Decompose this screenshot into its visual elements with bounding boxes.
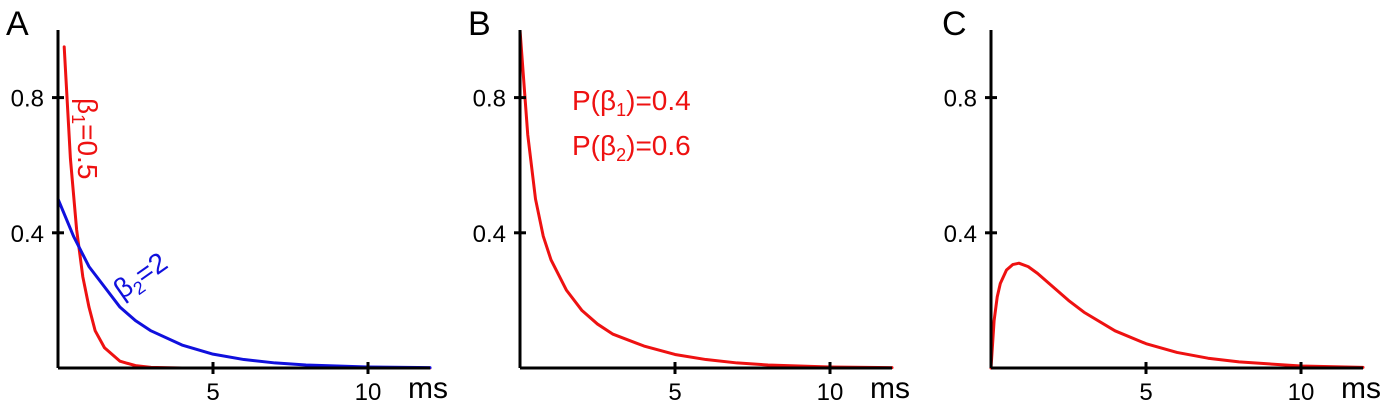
- panel-a: A β1=0.5 β2=2 0.4 0.8 5 10 ms: [6, 5, 448, 403]
- annotation-p-beta1-suffix: )=0.4: [626, 85, 691, 116]
- annotation-p-beta1-prefix: P(β: [572, 85, 616, 116]
- y-tick-label-b: 0.4: [473, 221, 506, 248]
- x-tick-label-c: 5: [1139, 379, 1152, 403]
- x-tick-label-a: 5: [206, 379, 219, 403]
- series-layer-b: [518, 30, 894, 370]
- x-tick-label-b: 5: [668, 379, 681, 403]
- y-tick-label-c: 0.4: [944, 221, 977, 248]
- axes-a: 0.4 0.8 5 10 ms: [11, 30, 448, 403]
- series-label-beta1-suffix: =0.5: [72, 124, 103, 179]
- y-tick-label-b: 0.8: [473, 86, 506, 113]
- x-tick-label-c: 10: [1288, 379, 1315, 403]
- panel-b: B P(β1)=0.4 P(β2)=0.6 0.40.85 10 ms: [468, 5, 910, 403]
- y-tick-label-a: 0.4: [11, 221, 44, 248]
- x-unit-label-a: ms: [408, 372, 448, 403]
- annotation-p-beta2-prefix: P(β: [572, 130, 616, 161]
- axes-b: 0.4 0.8 5 10 ms: [473, 30, 910, 403]
- annotation-p-beta2: P(β2)=0.6: [572, 130, 691, 165]
- series-label-beta1-prefix: β: [72, 98, 103, 114]
- annotation-p-beta2-suffix: )=0.6: [626, 130, 691, 161]
- panel-letter-b: B: [468, 5, 491, 43]
- panel-letter-c: C: [942, 5, 967, 43]
- x-tick-label-b: 10: [817, 379, 844, 403]
- y-tick-label-c: 0.8: [944, 86, 977, 113]
- series-layer-a: [56, 45, 432, 370]
- series-line-a-1: [62, 45, 432, 370]
- annotation-p-beta2-sub: 2: [616, 145, 626, 165]
- series-line-a-2: [56, 197, 432, 370]
- panel-letter-a: A: [6, 5, 29, 43]
- series-label-beta1-sub: 1: [68, 114, 88, 124]
- x-unit-label-b: ms: [870, 372, 910, 403]
- annotation-p-beta1: P(β1)=0.4: [572, 85, 691, 120]
- series-label-beta1: β1=0.5: [68, 98, 103, 179]
- axes-c: 0.4 0.8 5 10 ms: [944, 30, 1381, 403]
- series-line-b-1: [518, 30, 894, 370]
- panel-c: C 0.4 0.8 5 10 ms: [942, 5, 1381, 403]
- series-label-beta2: β2=2: [108, 246, 176, 308]
- annotation-p-beta1-sub: 1: [616, 100, 626, 120]
- series-line-c-1: [989, 261, 1365, 370]
- y-tick-label-a: 0.8: [11, 86, 44, 113]
- x-unit-label-c: ms: [1341, 372, 1381, 403]
- series-layer-c: [989, 261, 1365, 370]
- x-tick-label-a: 10: [355, 379, 382, 403]
